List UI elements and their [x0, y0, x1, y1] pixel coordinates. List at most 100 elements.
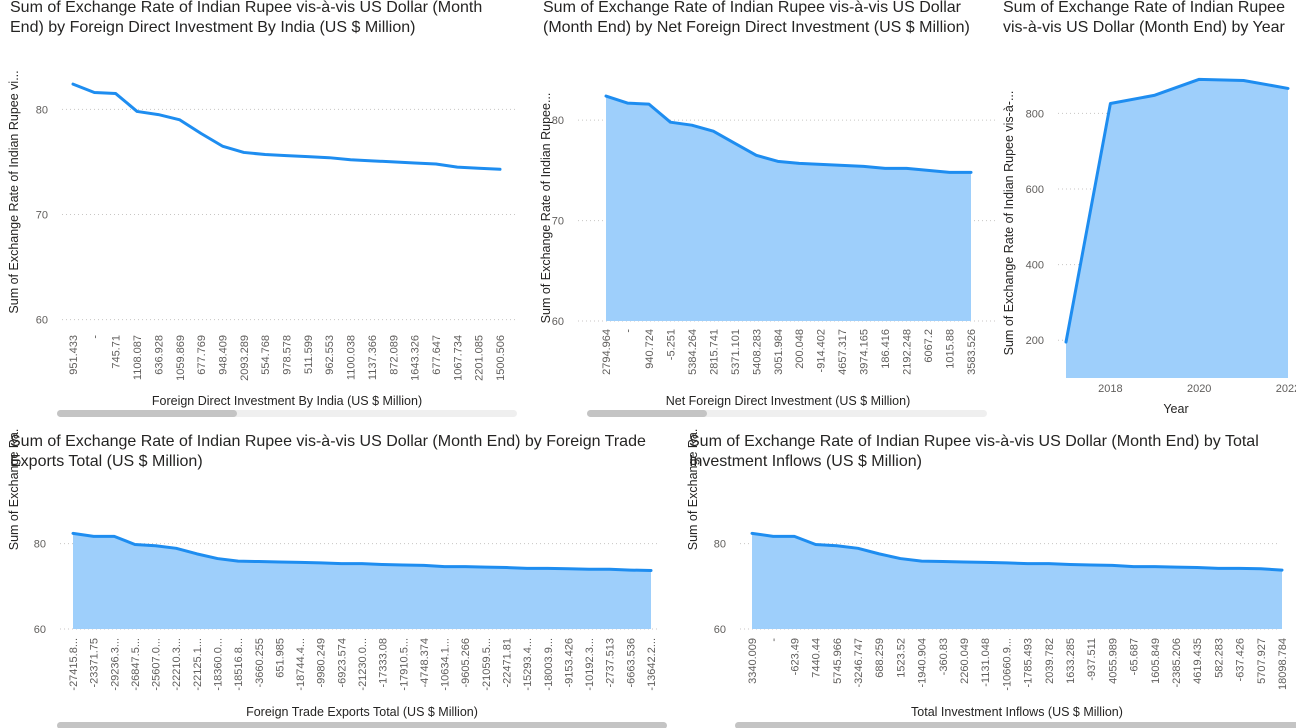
x-tick-label: -10634.1...	[440, 638, 452, 691]
x-tick-label: 688.259	[874, 638, 886, 678]
x-tick-label: 1523.52	[895, 638, 907, 678]
x-tick-label: -1940.904	[917, 638, 929, 688]
chart-trade-exports[interactable]: Sum of Exchange Rate of Indian Rupee vis…	[0, 428, 680, 728]
x-tick-label: -	[768, 638, 780, 642]
x-tick-label: -914.402	[816, 329, 828, 372]
x-tick-label: 186.416	[880, 329, 892, 369]
x-tick-label: 2201.085	[474, 335, 486, 381]
x-tick-label: -9980.249	[316, 638, 328, 688]
scrollbar-thumb[interactable]	[57, 410, 237, 417]
x-tick-label: -360.83	[938, 638, 950, 675]
x-tick-label: -21230.0...	[357, 638, 369, 691]
x-tick-label: -18360.0...	[213, 638, 225, 691]
y-tick-label: 800	[1026, 108, 1044, 120]
x-tick-label: 18098.784	[1277, 638, 1289, 690]
chart-plot: 60 80 3340.009 - -623.49 7440.44 5745.966 -3246…	[686, 428, 1296, 728]
area-fill	[752, 533, 1282, 629]
y-tick-label: 200	[1026, 335, 1044, 347]
x-tick-label: 3340.009	[747, 638, 759, 684]
scrollbar-thumb[interactable]	[735, 722, 1296, 728]
x-tick-label: 948.409	[217, 335, 229, 375]
x-tick-label: 5408.283	[751, 329, 763, 375]
y-axis-title: Sum of Exchange Rate of Indian Rupee vi.…	[7, 70, 21, 313]
x-axis-title: Foreign Trade Exports Total (US $ Millio…	[246, 705, 478, 719]
x-tick-label: 2039.782	[1044, 638, 1056, 684]
x-tick-label: 2794.964	[601, 329, 613, 375]
x-tick-label: 582.283	[1213, 638, 1225, 678]
x-tick-label: 2815.741	[708, 329, 720, 375]
y-axis-title: Sum of Exchange Rate of Indian Rupee vis…	[1002, 91, 1016, 356]
x-tick-label: 1067.734	[452, 335, 464, 381]
area-fill	[1066, 79, 1288, 378]
x-tick-label: -9153.426	[563, 638, 575, 688]
x-tick-label: 651.985	[274, 638, 286, 678]
x-tick-label: 5745.966	[832, 638, 844, 684]
x-tick-label: -17910.5...	[398, 638, 410, 691]
x-tick-label: -65.687	[1129, 638, 1141, 675]
x-tick-label: 2020	[1187, 383, 1211, 395]
chart-plot: 60 70 80 951.433 - 745.71 1108.087 636.928 1059.…	[7, 70, 517, 417]
x-tick-label: 4619.435	[1192, 638, 1204, 684]
chart-title: Sum of Exchange Rate of Indian Rupee vis…	[689, 433, 1259, 470]
series-line[interactable]	[750, 531, 1284, 572]
y-axis-title: Sum of Exchange Rate of Indian Rupee...	[539, 93, 553, 324]
series-line[interactable]	[1064, 77, 1290, 344]
x-tick-label: -10660.9...	[1001, 638, 1013, 691]
x-tick-label: 978.578	[282, 335, 294, 375]
y-tick-label: 70	[36, 209, 48, 221]
x-tick-label: -26847.5...	[130, 638, 142, 691]
x-tick-label: 3974.165	[859, 329, 871, 375]
x-tick-label: -18744.4...	[295, 638, 307, 691]
y-tick-label: 600	[1026, 184, 1044, 196]
chart-title: Sum of Exchange Rate of Indian Rupee vis…	[10, 0, 483, 36]
x-tick-label: 636.928	[153, 335, 165, 375]
x-tick-label: 1015.88	[945, 329, 957, 369]
x-tick-label: -18516.8...	[233, 638, 245, 691]
chart-title: Sum of Exchange Rate of Indian Rupee vis…	[10, 433, 646, 470]
chart-plot: 60 70 80 2794.964 - 940.724 -5.251 5384.264 2815…	[539, 93, 995, 417]
scrollbar-thumb[interactable]	[587, 410, 707, 417]
chart-total-inflows[interactable]: Sum of Exchange Rate of Indian Rupee vis…	[680, 428, 1296, 728]
x-tick-label: 2192.248	[902, 329, 914, 375]
x-tick-label: -	[622, 329, 634, 333]
y-tick-label: 60	[34, 624, 46, 636]
x-tick-label: -22471.81	[502, 638, 514, 688]
area-fill	[606, 96, 971, 321]
x-tick-label: 5707.927	[1256, 638, 1268, 684]
x-tick-label: 2018	[1098, 383, 1122, 395]
x-tick-label: 3051.984	[773, 329, 785, 375]
x-tick-label: 1633.285	[1065, 638, 1077, 684]
x-tick-label: -	[89, 335, 101, 339]
x-tick-label: -25607.0...	[151, 638, 163, 691]
x-tick-label: 5384.264	[687, 329, 699, 375]
x-axis-title: Year	[1163, 402, 1188, 416]
series-line[interactable]	[71, 82, 502, 171]
chart-net-fdi[interactable]: Sum of Exchange Rate of Indian Rupee vis…	[528, 0, 998, 424]
x-tick-label: 3583.526	[966, 329, 978, 375]
x-tick-label: -2737.513	[605, 638, 617, 688]
x-tick-label: -1785.493	[1023, 638, 1035, 688]
x-tick-label: -27415.8...	[68, 638, 80, 691]
x-tick-label: -23371.75	[89, 638, 101, 688]
x-tick-label: 2260.049	[959, 638, 971, 684]
y-tick-label: 80	[714, 539, 726, 551]
x-tick-label: 1500.506	[495, 335, 507, 381]
series-line[interactable]	[604, 94, 973, 174]
x-tick-label: -9605.266	[460, 638, 472, 688]
x-tick-label: -22125.1...	[192, 638, 204, 691]
y-tick-label: 80	[36, 104, 48, 116]
x-tick-label: -637.426	[1235, 638, 1247, 681]
scrollbar-thumb[interactable]	[57, 722, 667, 728]
x-tick-label: 962.553	[324, 335, 336, 375]
x-axis-title: Foreign Direct Investment By India (US $…	[152, 394, 422, 408]
chart-fdi-by-india[interactable]: Sum of Exchange Rate of Indian Rupee vis…	[0, 0, 528, 424]
chart-title: Sum of Exchange Rate of Indian Rupee vis…	[1003, 0, 1285, 36]
x-tick-label: 6067.2	[923, 329, 935, 363]
x-tick-label: 1137.366	[367, 335, 379, 380]
series-line[interactable]	[71, 531, 653, 573]
x-tick-label: -6663.536	[625, 638, 637, 688]
x-tick-label: -18003.9...	[543, 638, 555, 691]
x-tick-label: -17333.08	[378, 638, 390, 688]
x-tick-label: -22210.3...	[171, 638, 183, 691]
chart-by-year[interactable]: Sum of Exchange Rate of Indian Rupee vis…	[998, 0, 1296, 424]
